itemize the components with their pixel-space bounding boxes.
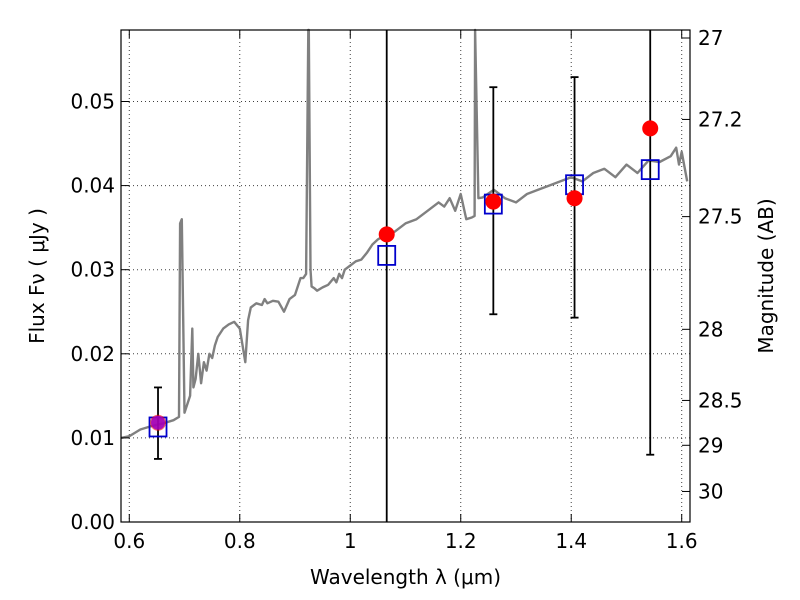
y-right-tick-label: 27 [698,26,723,50]
x-tick-label: 1.6 [666,529,698,553]
error-bars [154,30,655,522]
y-tick-label: 0.04 [70,174,115,198]
y-tick-label: 0.03 [70,258,115,282]
x-tick-label: 0.8 [224,529,256,553]
grid [121,30,690,522]
y-right-tick-label: 27.5 [698,205,743,229]
x-axis-title: Wavelength λ (μm) [310,565,501,589]
x-tick-label: 1.4 [555,529,587,553]
observed-point [566,190,583,207]
y-axis-left-ticks: 0.00 0.01 0.02 0.03 0.04 0.05 [70,89,129,534]
x-tick-label: 1.2 [445,529,477,553]
y-axis-right-title: Magnitude (AB) [754,198,778,353]
observed-point [485,193,502,210]
x-tick-label: 0.6 [113,529,145,553]
y-tick-label: 0.02 [70,342,115,366]
plot-frame [120,29,691,523]
model-point [640,159,660,181]
model-series [148,159,660,438]
observed-point [642,120,659,137]
y-right-tick-label: 30 [698,479,723,503]
observed-series [150,120,659,431]
y-right-tick-label: 28 [698,317,723,341]
model-point [377,244,397,266]
observed-point [378,226,395,243]
y-tick-label: 0.01 [70,426,115,450]
y-tick-label: 0.05 [70,89,115,113]
y-axis-left-title: Flux Fν ( μJy ) [25,208,49,344]
y-right-tick-label: 29 [698,433,723,457]
x-axis-ticks: 0.6 0.8 1 1.2 1.4 1.6 [113,30,698,553]
x-tick-label: 1 [344,529,357,553]
y-tick-label: 0.00 [70,510,115,534]
y-right-tick-label: 27.2 [698,107,743,131]
spectrum-series [120,28,689,440]
y-right-tick-label: 28.5 [698,388,743,412]
spectrum-line [120,28,689,440]
overlap-point [151,415,166,430]
y-axis-right-ticks: 27 27.2 27.5 28 28.5 29 30 [682,26,743,503]
